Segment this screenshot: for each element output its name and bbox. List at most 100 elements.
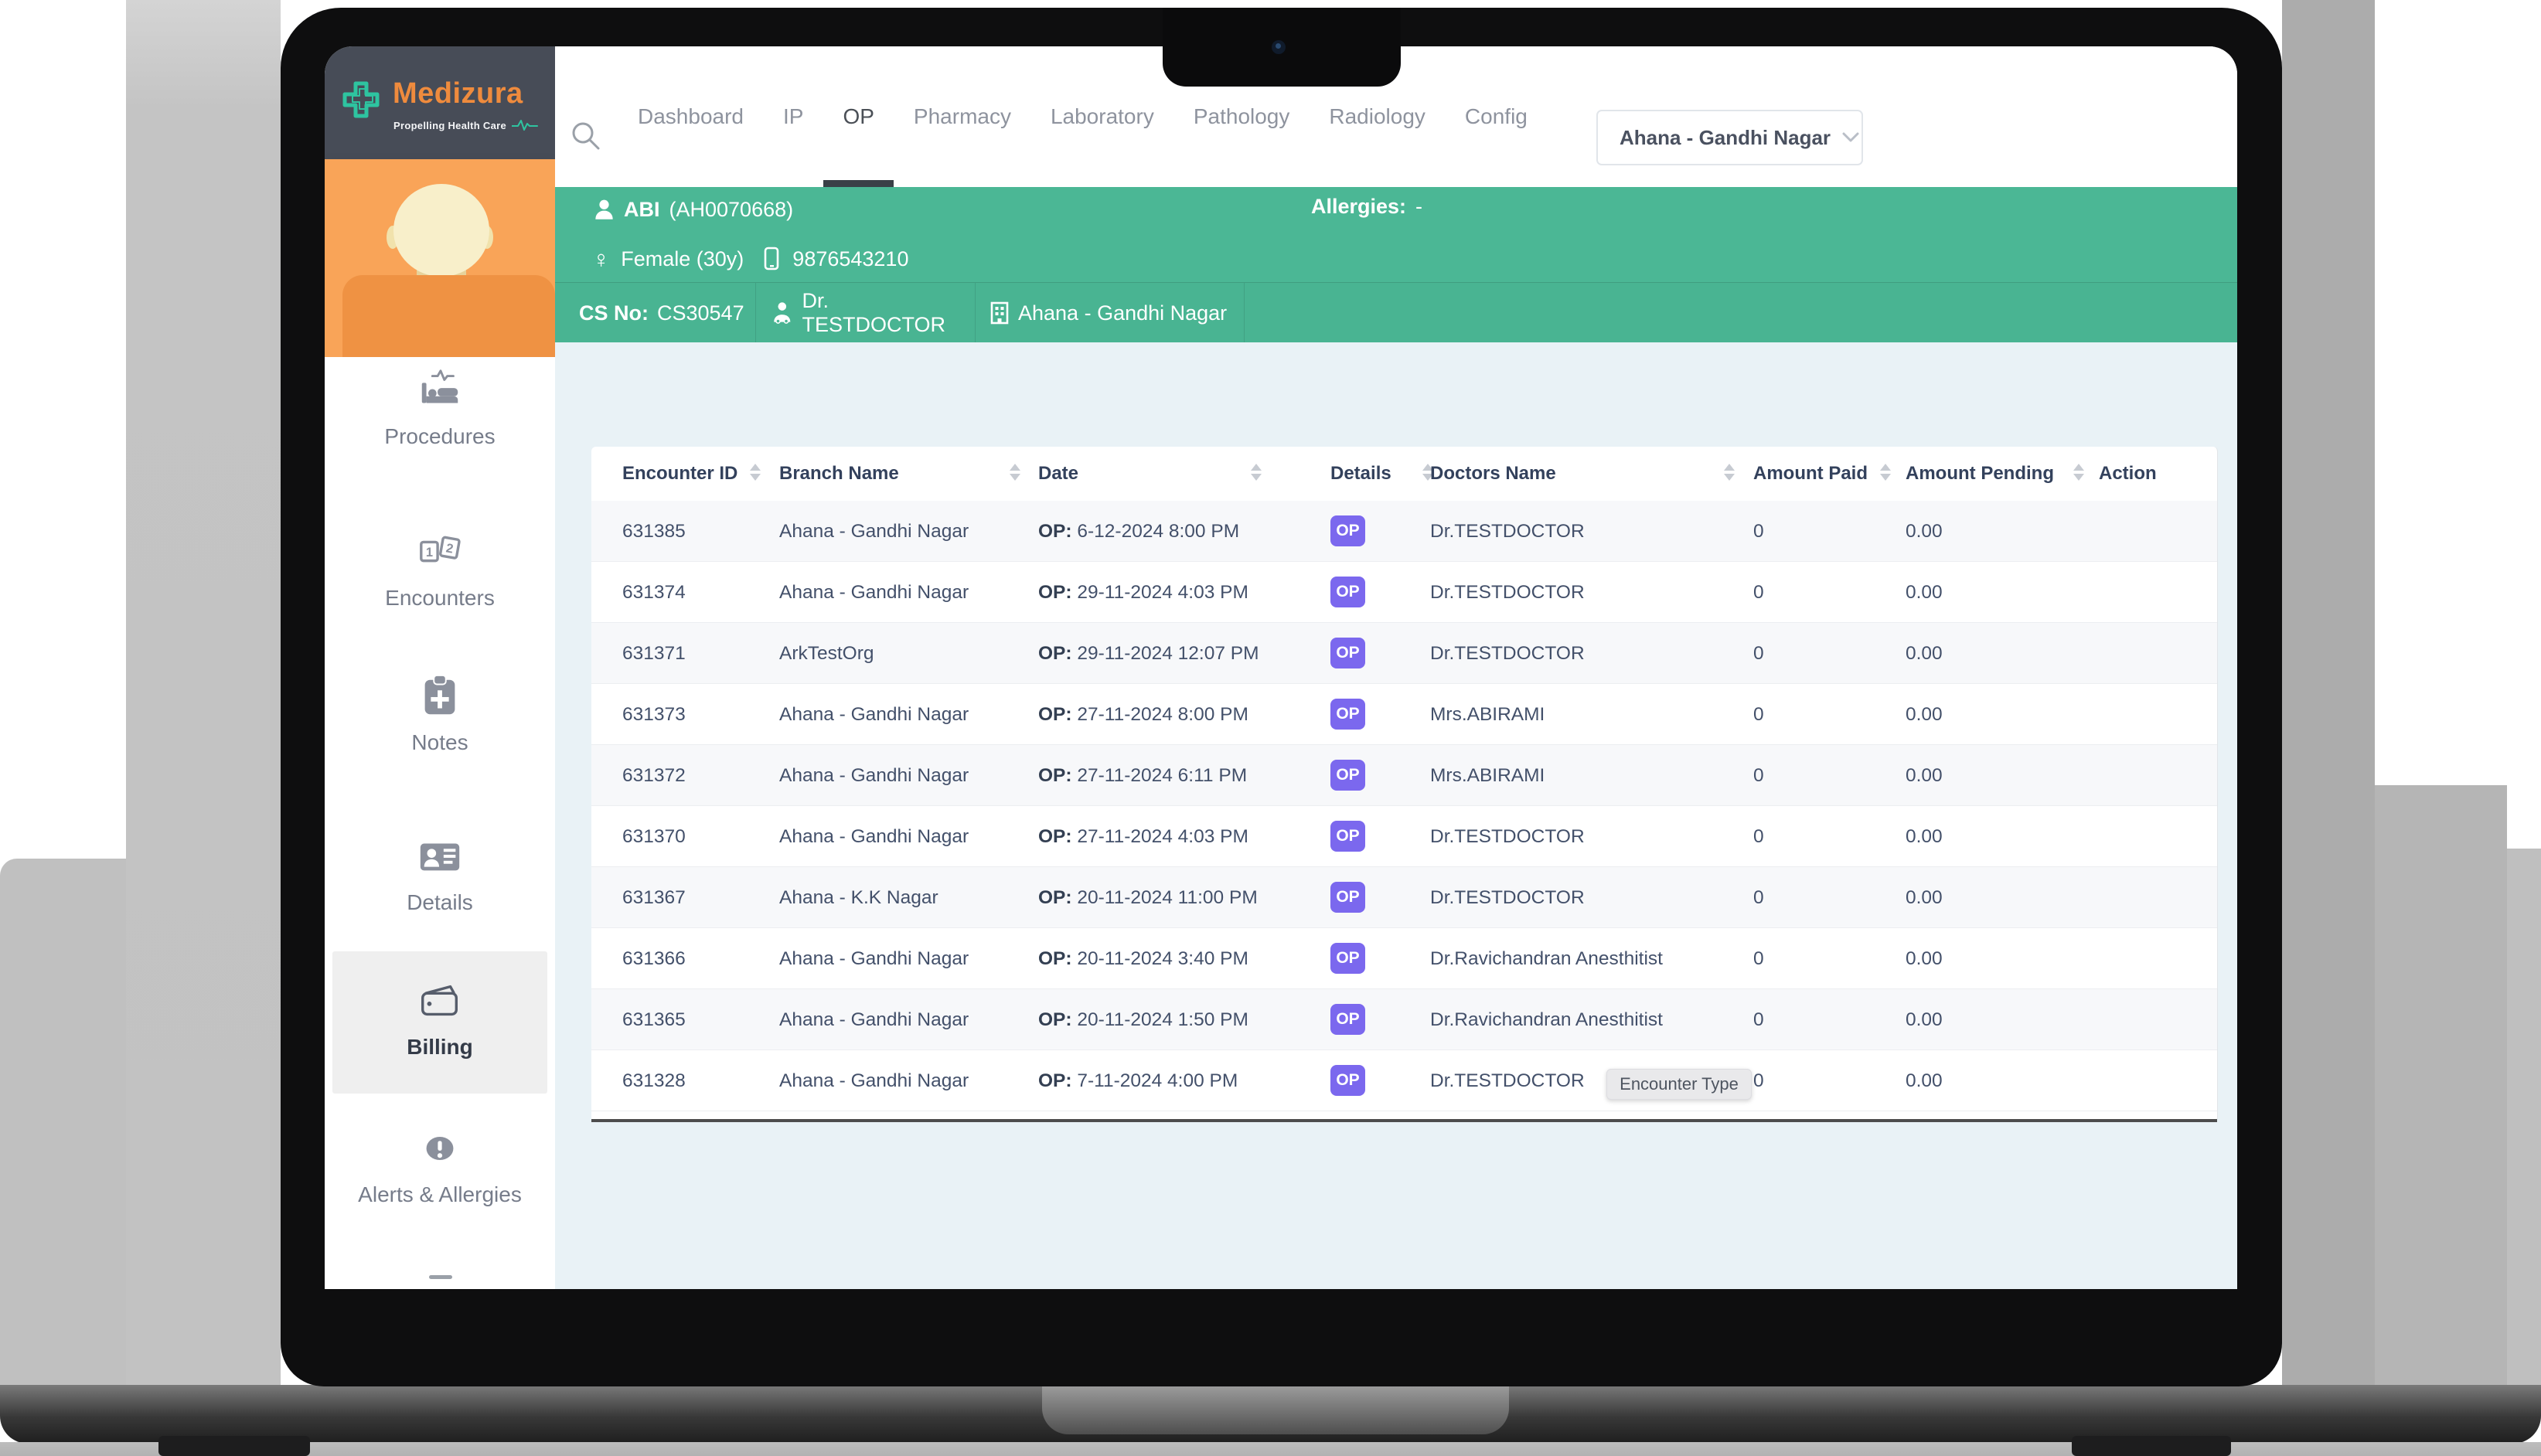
allergies-label: Allergies: xyxy=(1311,194,1407,218)
search-icon[interactable] xyxy=(569,119,603,153)
sort-arrows-icon[interactable] xyxy=(2073,464,2084,481)
sort-arrows-icon[interactable] xyxy=(750,464,761,481)
cell-action xyxy=(2099,867,2215,928)
cell-branch-name: Ahana - Gandhi Nagar xyxy=(779,948,969,969)
op-badge[interactable]: OP xyxy=(1330,699,1365,730)
sort-arrows-icon[interactable] xyxy=(1724,464,1735,481)
table-header-row: Encounter ID Branch Name Date Details Doctor… xyxy=(591,447,2217,502)
cell-date: OP: 7-11-2024 4:00 PM xyxy=(1038,1070,1238,1091)
nav-tab-ip[interactable]: IP xyxy=(782,104,804,128)
column-header-details[interactable]: Details xyxy=(1330,463,1391,484)
cell-doctor-name: Dr.TESTDOCTOR xyxy=(1430,643,1585,664)
cell-date: OP: 27-11-2024 6:11 PM xyxy=(1038,765,1248,786)
patient-avatar xyxy=(325,159,555,357)
op-badge[interactable]: OP xyxy=(1330,821,1365,852)
nav-tab-pathology[interactable]: Pathology xyxy=(1193,104,1290,128)
nav-tab-laboratory[interactable]: Laboratory xyxy=(1050,104,1154,128)
cell-details: OP xyxy=(1330,745,1385,806)
table-row[interactable]: 631366 Ahana - Gandhi Nagar OP: 20-11-2024… xyxy=(591,928,2217,989)
sidebar-item-label: Details xyxy=(407,890,473,914)
nav-tabs: Dashboard IP OP Pharmacy Laboratory Pathology… xyxy=(638,46,1528,187)
nav-tab-op[interactable]: OP xyxy=(823,46,894,187)
patient-phone: 9876543210 xyxy=(792,247,909,270)
sort-arrows-icon[interactable] xyxy=(1010,464,1020,481)
cell-branch-name: Ahana - Gandhi Nagar xyxy=(779,826,969,847)
cell-doctor-name: Dr.TESTDOCTOR xyxy=(1430,826,1585,847)
sidebar-item-encounters[interactable]: 1 2 Encounters xyxy=(325,528,555,611)
app-logo-tagline: Propelling Health Care xyxy=(393,119,507,131)
cell-action xyxy=(2099,806,2215,867)
cell-amount-pending: 0.00 xyxy=(1906,826,1943,847)
sort-arrows-icon[interactable] xyxy=(1422,464,1433,481)
cell-date: OP: 20-11-2024 3:40 PM xyxy=(1038,948,1248,969)
cell-amount-pending: 0.00 xyxy=(1906,521,1943,542)
sidebar-item-details[interactable]: Details xyxy=(325,832,555,915)
table-row[interactable]: 631372 Ahana - Gandhi Nagar OP: 27-11-2024… xyxy=(591,745,2217,806)
cell-encounter-id: 631370 xyxy=(622,826,686,847)
op-badge[interactable]: OP xyxy=(1330,638,1365,668)
camera-icon xyxy=(1272,40,1286,54)
sort-arrows-icon[interactable] xyxy=(1880,464,1891,481)
cell-amount-paid: 0 xyxy=(1753,521,1764,542)
op-badge[interactable]: OP xyxy=(1330,1004,1365,1035)
op-badge[interactable]: OP xyxy=(1330,882,1365,913)
op-badge[interactable]: OP xyxy=(1330,943,1365,974)
op-badge[interactable]: OP xyxy=(1330,760,1365,791)
hospital-building-icon xyxy=(990,301,1009,325)
cell-doctor-name: Mrs.ABIRAMI xyxy=(1430,765,1545,786)
table-row[interactable]: 631370 Ahana - Gandhi Nagar OP: 27-11-2024… xyxy=(591,806,2217,867)
sidebar-item-notes[interactable]: Notes xyxy=(325,672,555,755)
cell-details: OP xyxy=(1330,562,1385,623)
table-row[interactable]: 631374 Ahana - Gandhi Nagar OP: 29-11-2024… xyxy=(591,562,2217,623)
cell-doctor-name: Dr.TESTDOCTOR xyxy=(1430,1070,1585,1091)
table-row[interactable]: 631371 ArkTestOrg OP: 29-11-2024 12:07 PM O… xyxy=(591,623,2217,684)
table-row[interactable]: 631385 Ahana - Gandhi Nagar OP: 6-12-2024 … xyxy=(591,501,2217,562)
sidebar-item-label: Encounters xyxy=(385,586,495,610)
cell-amount-paid: 0 xyxy=(1753,948,1764,969)
sidebar-item-procedures[interactable]: Procedures xyxy=(325,366,555,449)
sidebar-next-item-partial xyxy=(429,1275,452,1279)
cell-branch-name: Ahana - Gandhi Nagar xyxy=(779,582,969,603)
table-row[interactable]: 631373 Ahana - Gandhi Nagar OP: 27-11-2024… xyxy=(591,684,2217,745)
cell-amount-paid: 0 xyxy=(1753,643,1764,664)
sidebar-item-label: Notes xyxy=(411,730,468,754)
id-card-icon xyxy=(416,832,464,880)
op-badge[interactable]: OP xyxy=(1330,1065,1365,1096)
laptop-camera-notch xyxy=(1163,8,1401,87)
chevron-down-icon xyxy=(1842,132,1859,142)
clipboard-plus-icon xyxy=(416,672,464,720)
mockup-shadow-right-3 xyxy=(2507,849,2541,1385)
column-header-doctors-name[interactable]: Doctors Name xyxy=(1430,463,1556,484)
column-header-encounter-id[interactable]: Encounter ID xyxy=(622,463,738,484)
op-badge[interactable]: OP xyxy=(1330,515,1365,546)
column-header-date[interactable]: Date xyxy=(1038,463,1079,484)
sidebar-menu: Procedures 1 2 Encounters Notes Details Billin… xyxy=(325,357,555,1289)
op-badge[interactable]: OP xyxy=(1330,577,1365,607)
branch-selector-value: Ahana - Gandhi Nagar xyxy=(1620,125,1831,149)
table-row[interactable]: 631367 Ahana - K.K Nagar OP: 20-11-2024 11… xyxy=(591,867,2217,928)
column-header-branch-name[interactable]: Branch Name xyxy=(779,463,899,484)
cell-amount-pending: 0.00 xyxy=(1906,643,1943,664)
column-header-amount-pending[interactable]: Amount Pending xyxy=(1906,463,2054,484)
cell-details: OP xyxy=(1330,806,1385,867)
nav-tab-radiology[interactable]: Radiology xyxy=(1329,104,1425,128)
encounter-type-tooltip: Encounter Type xyxy=(1606,1069,1752,1100)
cell-amount-paid: 0 xyxy=(1753,887,1764,908)
sidebar-item-alerts-allergies[interactable]: Alerts & Allergies xyxy=(325,1124,555,1207)
table-row[interactable]: 631328 Ahana - Gandhi Nagar OP: 7-11-2024 … xyxy=(591,1050,2217,1111)
sidebar-item-label: Billing xyxy=(407,1035,473,1059)
nav-tab-pharmacy[interactable]: Pharmacy xyxy=(913,104,1011,128)
cell-amount-pending: 0.00 xyxy=(1906,582,1943,603)
cs-no-value: CS30547 xyxy=(657,301,744,325)
sidebar-item-billing[interactable]: Billing xyxy=(332,951,547,1094)
branch-selector-dropdown[interactable]: Ahana - Gandhi Nagar xyxy=(1596,110,1863,165)
table-row[interactable]: 631365 Ahana - Gandhi Nagar OP: 20-11-2024… xyxy=(591,989,2217,1050)
cell-details: OP xyxy=(1330,867,1385,928)
nav-tab-config[interactable]: Config xyxy=(1464,104,1528,128)
column-header-amount-paid[interactable]: Amount Paid xyxy=(1753,463,1868,484)
sort-arrows-icon[interactable] xyxy=(1251,464,1262,481)
cell-branch-name: Ahana - K.K Nagar xyxy=(779,887,938,908)
nav-tab-dashboard[interactable]: Dashboard xyxy=(638,104,744,128)
cell-amount-pending: 0.00 xyxy=(1906,1070,1943,1091)
